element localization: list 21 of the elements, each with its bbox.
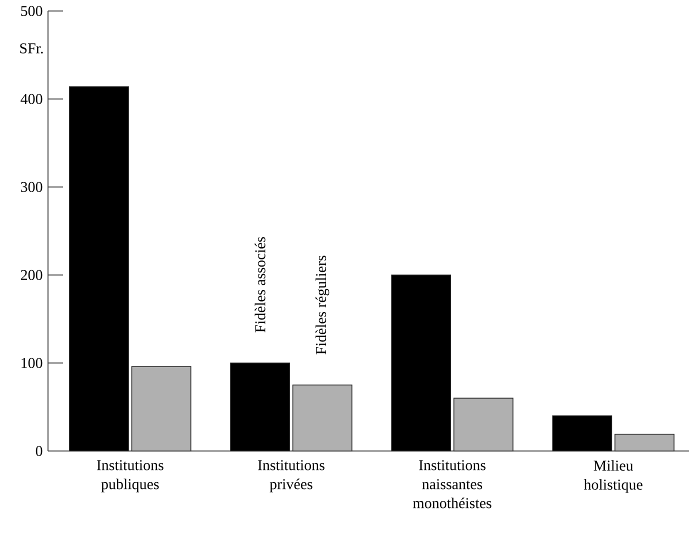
text: Fidèles associés [254, 237, 266, 332]
y-tick-label: 200 [20, 270, 42, 280]
y-tick-label: 500 [21, 6, 42, 16]
y-tick-label: 100 [22, 358, 42, 368]
bar [552, 415, 612, 452]
x-tick-label: Institutions publiques [96, 460, 164, 492]
bar [453, 398, 514, 452]
x-tick-label: Institutions naissantes monothéistes [412, 460, 492, 508]
bar [614, 434, 674, 452]
y-tick-label: 300 [21, 182, 42, 192]
y-tick-label: 0 [36, 446, 42, 456]
bar [69, 86, 129, 452]
bar [230, 362, 290, 452]
bar [391, 274, 452, 452]
y-tick-label: 400 [20, 94, 42, 104]
x-tick-label: Milieu holistique [584, 460, 642, 493]
text: Fidèles réguliers [316, 256, 330, 354]
bar [292, 384, 352, 452]
x-tick-label: Institutions privées [258, 460, 324, 492]
bar [131, 366, 192, 452]
y-axis-title: SFr. [20, 43, 43, 54]
